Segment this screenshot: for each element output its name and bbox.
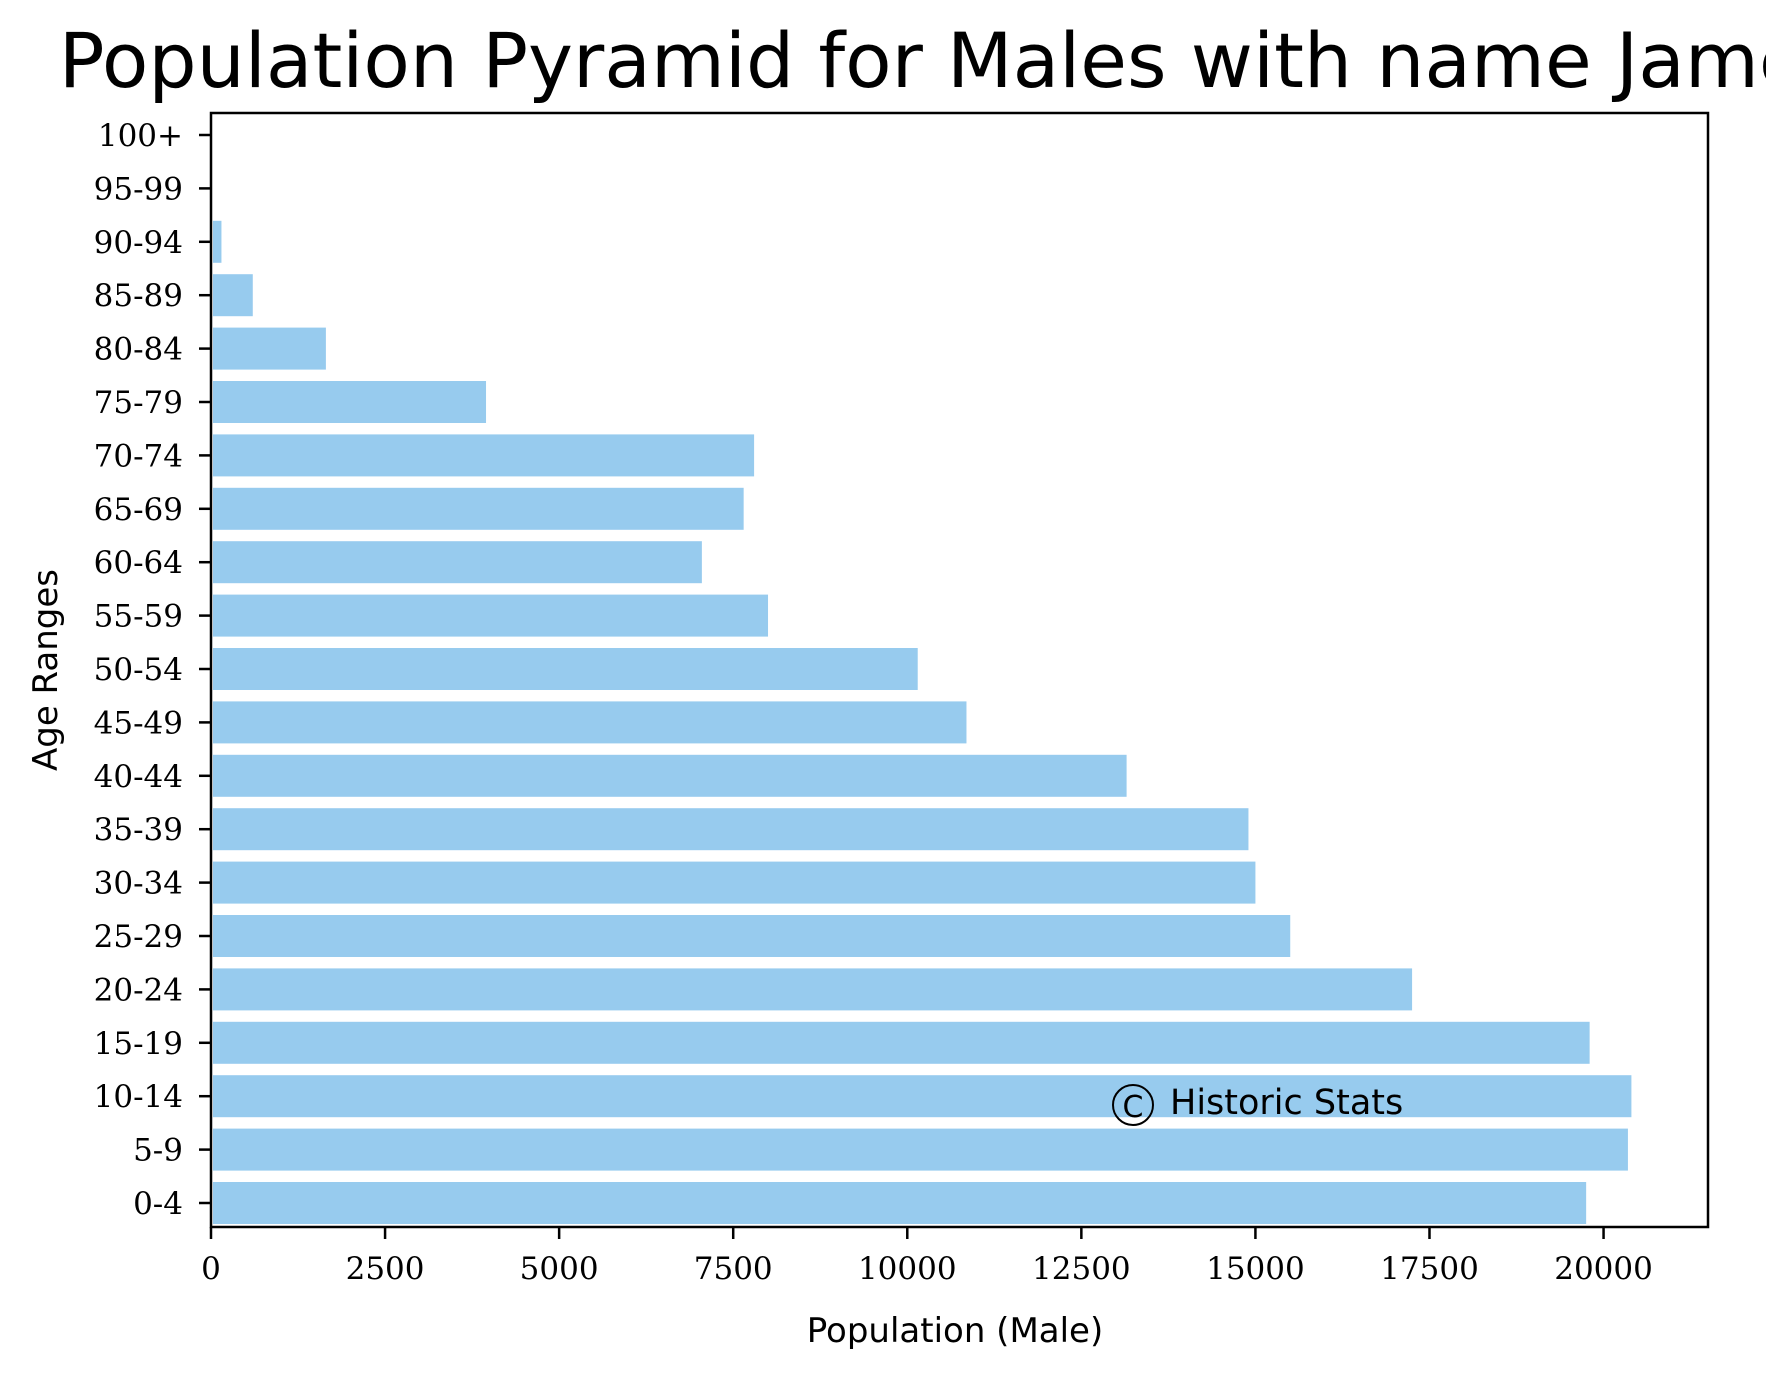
copyright-icon bbox=[1112, 1084, 1154, 1126]
ytick-label-10-14: 10-14 bbox=[94, 1079, 183, 1115]
bar-50-54 bbox=[213, 648, 918, 690]
xtick-label-17500: 17500 bbox=[1380, 1251, 1479, 1287]
bar-35-39 bbox=[213, 808, 1249, 851]
y-axis-title: Age Ranges bbox=[26, 569, 66, 771]
ytick-label-25-29: 25-29 bbox=[94, 919, 183, 955]
ytick-label-75-79: 75-79 bbox=[94, 385, 183, 421]
ytick-label-95-99: 95-99 bbox=[94, 171, 183, 207]
ytick-label-5-9: 5-9 bbox=[133, 1133, 183, 1169]
xtick-label-5000: 5000 bbox=[520, 1251, 599, 1287]
ytick-label-85-89: 85-89 bbox=[94, 278, 183, 314]
bar-0-4 bbox=[213, 1182, 1587, 1224]
bar-5-9 bbox=[213, 1128, 1628, 1171]
ytick-label-55-59: 55-59 bbox=[94, 599, 183, 635]
ytick-label-15-19: 15-19 bbox=[94, 1026, 183, 1062]
ytick-label-80-84: 80-84 bbox=[94, 332, 183, 368]
bar-40-44 bbox=[213, 754, 1127, 797]
bar-90-94 bbox=[213, 220, 222, 263]
ytick-label-60-64: 60-64 bbox=[94, 545, 183, 581]
ytick-label-30-34: 30-34 bbox=[94, 866, 183, 902]
ytick-label-100plus: 100+ bbox=[98, 118, 183, 154]
bar-80-84 bbox=[213, 327, 326, 370]
bar-65-69 bbox=[213, 487, 744, 530]
ytick-label-45-49: 45-49 bbox=[94, 705, 183, 741]
bar-55-59 bbox=[213, 594, 769, 637]
chart-title: Population Pyramid for Males with name J… bbox=[59, 16, 1766, 105]
xtick-label-15000: 15000 bbox=[1206, 1251, 1305, 1287]
xtick-label-20000: 20000 bbox=[1554, 1251, 1653, 1287]
watermark: C Historic Stats bbox=[1112, 1083, 1403, 1126]
bars-layer bbox=[213, 220, 1632, 1224]
bar-60-64 bbox=[213, 541, 702, 584]
xtick-label-7500: 7500 bbox=[694, 1251, 773, 1287]
bar-70-74 bbox=[213, 434, 755, 477]
x-axis-title: Population (Male) bbox=[807, 1311, 1104, 1351]
bar-10-14 bbox=[213, 1075, 1632, 1118]
ytick-label-90-94: 90-94 bbox=[94, 225, 183, 261]
bar-30-34 bbox=[213, 861, 1256, 904]
ticks-layer: 0-4 5-9 10-14 15-19 20-24 25-29 30-34 35-39 40-4… bbox=[94, 118, 1653, 1287]
ytick-label-20-24: 20-24 bbox=[94, 972, 183, 1008]
bar-85-89 bbox=[213, 274, 253, 317]
xtick-label-12500: 12500 bbox=[1032, 1251, 1131, 1287]
bar-45-49 bbox=[213, 701, 967, 744]
bar-25-29 bbox=[213, 915, 1291, 957]
xtick-label-10000: 10000 bbox=[858, 1251, 957, 1287]
xtick-label-2500: 2500 bbox=[346, 1251, 425, 1287]
ytick-label-0-4: 0-4 bbox=[133, 1186, 183, 1222]
bar-20-24 bbox=[213, 968, 1413, 1011]
watermark-label: Historic Stats bbox=[1170, 1083, 1403, 1123]
xtick-label-0: 0 bbox=[201, 1251, 221, 1287]
ytick-label-70-74: 70-74 bbox=[94, 438, 183, 474]
ytick-label-40-44: 40-44 bbox=[94, 759, 183, 795]
bar-15-19 bbox=[213, 1021, 1590, 1064]
ytick-label-35-39: 35-39 bbox=[94, 812, 183, 848]
bar-75-79 bbox=[213, 381, 487, 423]
ytick-label-65-69: 65-69 bbox=[94, 492, 183, 528]
ytick-label-50-54: 50-54 bbox=[94, 652, 183, 688]
plot-frame bbox=[209, 111, 1710, 1229]
copyright-symbol: C bbox=[1123, 1090, 1144, 1125]
